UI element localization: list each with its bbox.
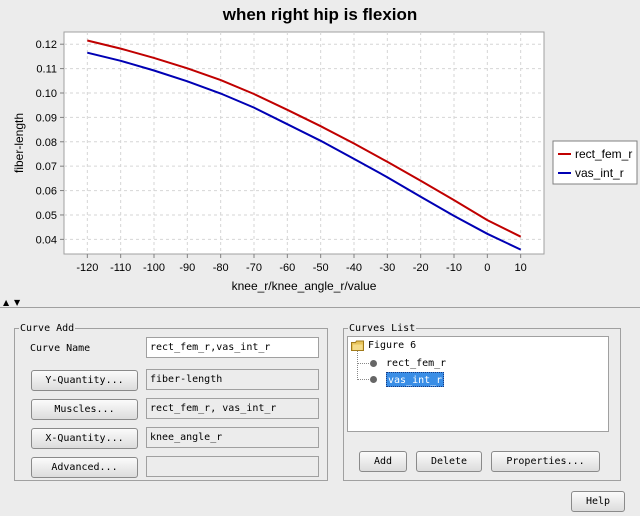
muscles-button[interactable]: Muscles... <box>31 399 138 420</box>
y-tick-label: 0.08 <box>36 137 57 149</box>
add-button[interactable]: Add <box>359 451 407 472</box>
delete-button[interactable]: Delete <box>416 451 482 472</box>
legend: rect_fem_r vas_int_r <box>552 140 638 185</box>
y-axis: 0.04 0.05 0.06 0.07 0.08 0.09 0.10 0.11 0.12 <box>36 39 64 246</box>
x-tick-label: -30 <box>379 262 395 274</box>
curves-list-title: Curves List <box>349 323 416 334</box>
series-layer <box>87 39 522 251</box>
y-tick-label: 0.09 <box>36 112 57 124</box>
leaf-node-icon <box>370 376 377 383</box>
tree-connector <box>357 379 369 380</box>
x-tick-label: -50 <box>313 262 329 274</box>
tree-item-rect-fem-r[interactable]: rect_fem_r <box>386 358 447 369</box>
y-quantity-field: fiber-length <box>146 369 319 390</box>
legend-label-rect-fem-r: rect_fem_r <box>575 147 632 161</box>
curve-add-group: Curve Add <box>14 323 328 481</box>
curve-name-input[interactable]: rect_fem_r,vas_int_r <box>146 337 319 358</box>
tree-connector <box>357 351 358 380</box>
y-tick-label: 0.05 <box>36 210 57 222</box>
collapse-up-arrow-icon[interactable]: ▲ <box>3 298 10 307</box>
series-line-vas-int-r <box>87 51 522 251</box>
y-axis-label: fiber-length <box>12 113 26 173</box>
curve-name-label: Curve Name <box>30 343 91 354</box>
curves-tree[interactable]: Figure 6 rect_fem_r vas_int_r <box>347 336 609 432</box>
x-tick-label: -20 <box>413 262 429 274</box>
advanced-button[interactable]: Advanced... <box>31 457 138 478</box>
x-tick-label: -70 <box>246 262 262 274</box>
plot-panel: when right hip is flexion 0.04 0.05 0.06 0.… <box>12 5 638 293</box>
curves-list-group: Curves List <box>343 323 621 481</box>
curve-add-title: Curve Add <box>20 323 75 334</box>
y-tick-label: 0.11 <box>36 64 57 76</box>
folder-icon <box>351 340 364 351</box>
help-button[interactable]: Help <box>571 491 625 512</box>
x-tick-label: -100 <box>143 262 165 274</box>
x-tick-label: -80 <box>213 262 229 274</box>
x-axis-label: knee_r/knee_angle_r/value <box>232 279 377 293</box>
expand-down-arrow-icon[interactable]: ▼ <box>14 298 21 307</box>
series-line-rect-fem-r <box>87 39 522 238</box>
y-tick-label: 0.12 <box>36 39 57 51</box>
tree-connector <box>357 363 369 364</box>
x-quantity-button[interactable]: X-Quantity... <box>31 428 138 449</box>
splitter-bar[interactable]: ▲ ▼ <box>0 298 640 308</box>
legend-label-vas-int-r: vas_int_r <box>575 166 624 180</box>
x-tick-label: 0 <box>484 262 490 274</box>
bottom-panel: Curve Add Curve Name rect_fem_r,vas_int_… <box>0 309 640 516</box>
x-tick-label: -90 <box>179 262 195 274</box>
x-tick-label: -120 <box>76 262 98 274</box>
advanced-field <box>146 456 319 477</box>
x-tick-label: -40 <box>346 262 362 274</box>
y-tick-label: 0.10 <box>36 88 57 100</box>
y-tick-label: 0.07 <box>36 161 57 173</box>
x-quantity-field: knee_angle_r <box>146 427 319 448</box>
x-tick-label: 10 <box>515 262 527 274</box>
x-tick-label: -10 <box>446 262 462 274</box>
chart-title: when right hip is flexion <box>222 5 418 24</box>
x-tick-label: -110 <box>110 262 131 274</box>
x-tick-label: -60 <box>279 262 295 274</box>
y-tick-label: 0.06 <box>36 186 57 198</box>
y-tick-label: 0.04 <box>36 234 57 246</box>
tree-item-vas-int-r[interactable]: vas_int_r <box>386 372 445 387</box>
legend-box <box>552 140 638 185</box>
properties-button[interactable]: Properties... <box>491 451 600 472</box>
leaf-node-icon <box>370 360 377 367</box>
line-chart: when right hip is flexion 0.040.050.060.… <box>12 5 638 293</box>
muscles-field: rect_fem_r, vas_int_r <box>146 398 319 419</box>
x-axis: -120 -110 -100 -90 -80 -70 -60 -50 -40 -30 -20 -10 0… <box>76 254 527 274</box>
y-quantity-button[interactable]: Y-Quantity... <box>31 370 138 391</box>
tree-root-figure[interactable]: Figure 6 <box>368 340 417 351</box>
